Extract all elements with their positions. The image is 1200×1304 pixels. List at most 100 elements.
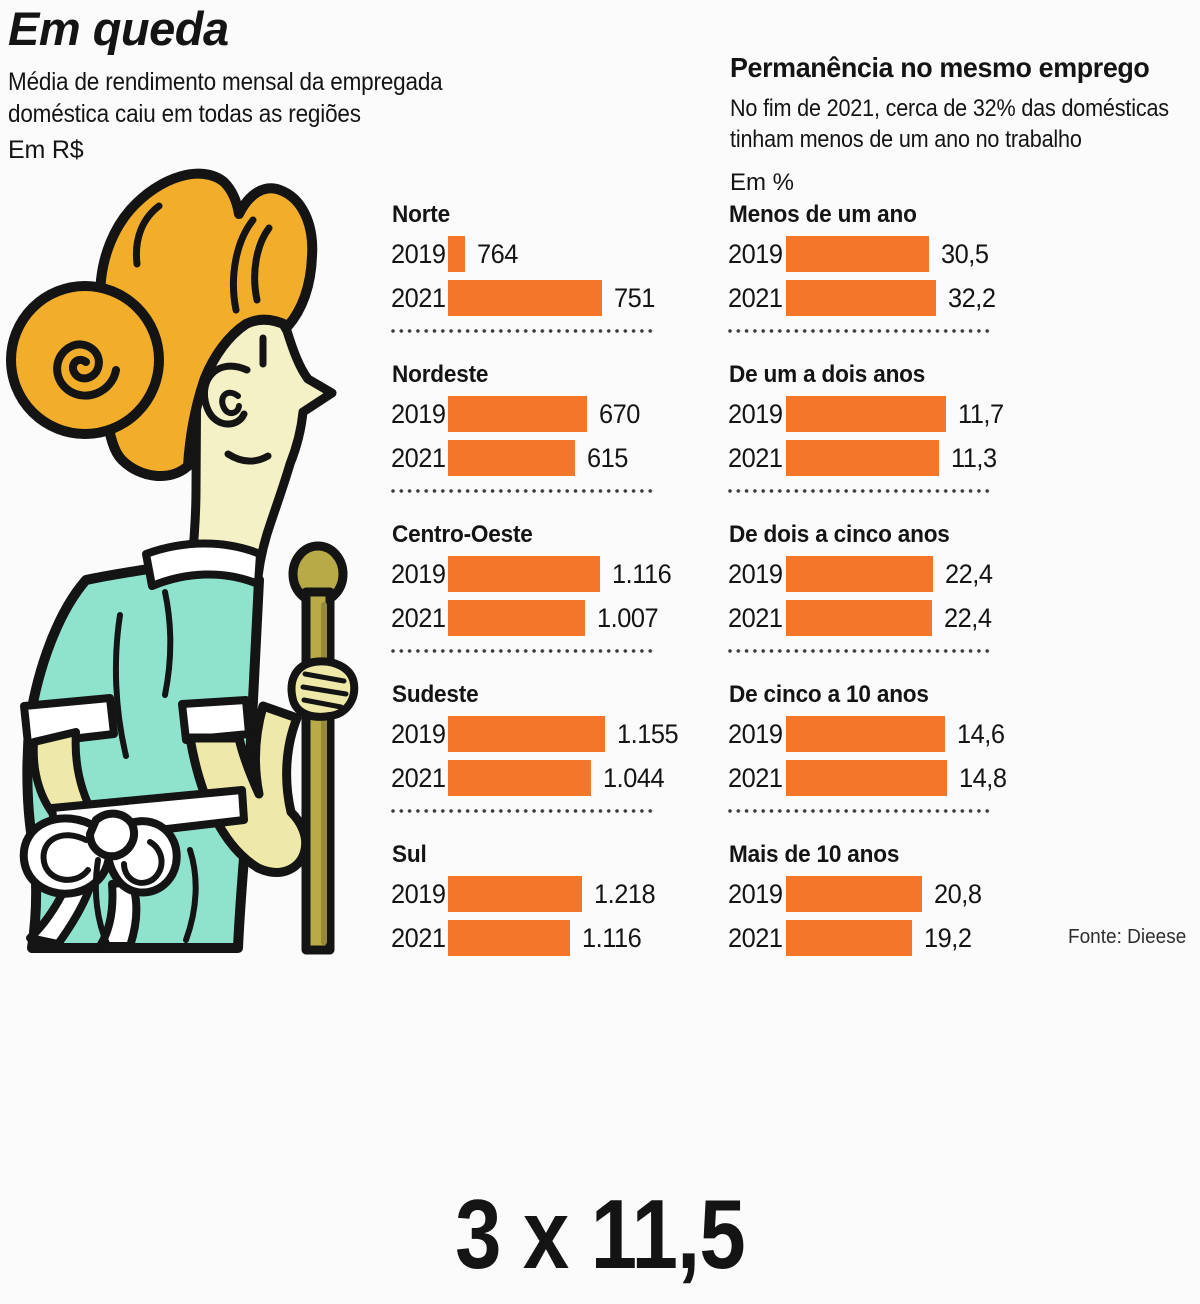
chart-row: 2019 30,5 (728, 236, 993, 272)
value-bar (786, 440, 939, 476)
chart-row: 2021 751 (391, 280, 656, 316)
hair-highlight-right2 (251, 224, 273, 304)
year-label: 2019 (391, 238, 446, 269)
chart-group: Nordeste 2019 670 2021 615 (391, 361, 656, 476)
domestic-worker-illustration (6, 168, 359, 955)
value-bar (786, 280, 936, 316)
value-bar (786, 556, 933, 592)
finger-line-2 (300, 684, 349, 697)
value-bar (786, 920, 912, 956)
year-label: 2021 (728, 602, 783, 633)
chart-income-by-region: Norte 2019 764 2021 751 Nordeste 2019 670 2021 61… (391, 201, 679, 964)
value-bar (448, 716, 605, 752)
apron-bow-knot (86, 809, 138, 861)
group-category-label: Sudeste (392, 681, 479, 708)
group-category-label: Norte (392, 201, 450, 228)
value-label: 751 (614, 282, 655, 313)
year-label: 2021 (391, 602, 446, 633)
group-category-label: Mais de 10 anos (729, 841, 900, 868)
value-label: 764 (477, 238, 518, 269)
dotted-separator (728, 649, 993, 653)
value-label: 30,5 (941, 238, 989, 269)
value-bar (448, 760, 591, 796)
value-label: 1.044 (603, 762, 665, 793)
collar (142, 539, 264, 590)
chart-job-tenure: Menos de um ano 2019 30,5 2021 32,2 De um a d… (728, 201, 1007, 964)
year-label: 2021 (728, 762, 783, 793)
ear (200, 362, 251, 428)
value-bar (786, 600, 932, 636)
value-label: 14,8 (959, 762, 1007, 793)
value-bar (448, 920, 570, 956)
value-bar (786, 396, 946, 432)
chart-row: 2019 11,7 (728, 396, 1004, 432)
value-bar (448, 600, 585, 636)
year-label: 2019 (391, 878, 446, 909)
chart-group: Mais de 10 anos 2019 20,8 2021 19,2 (728, 841, 993, 956)
right-cuff (178, 696, 253, 744)
value-bar (786, 876, 922, 912)
chart-group: Norte 2019 764 2021 751 (391, 201, 656, 316)
hair-highlight-left (132, 202, 163, 268)
group-category-label: Sul (392, 841, 427, 868)
chart-group: Sudeste 2019 1.155 2021 1.044 (391, 681, 679, 796)
chart-row: 2019 1.155 (391, 716, 679, 752)
hair-spiral (53, 340, 120, 400)
chart-row: 2019 670 (391, 396, 656, 432)
value-label: 11,3 (951, 442, 997, 473)
year-label: 2021 (391, 762, 446, 793)
year-label: 2021 (728, 282, 783, 313)
year-label: 2019 (391, 558, 446, 589)
value-label: 11,7 (958, 398, 1004, 429)
year-label: 2019 (728, 718, 783, 749)
size-annotation: 3 x 11,5 (455, 1179, 746, 1289)
chart-row: 2019 20,8 (728, 876, 993, 912)
chart-group: De dois a cinco anos 2019 22,4 2021 22,4 (728, 521, 993, 636)
source-credit: Fonte: Dieese (1068, 926, 1187, 948)
value-label: 615 (587, 442, 628, 473)
dotted-separator (391, 329, 656, 333)
chart-row: 2021 32,2 (728, 280, 996, 316)
skirt-fold-right (183, 847, 199, 943)
chart-row: 2021 14,8 (728, 760, 1007, 796)
finger-line-3 (301, 697, 344, 710)
year-label: 2019 (728, 878, 783, 909)
chart-row: 2019 14,6 (728, 716, 1005, 752)
finger-line-1 (302, 671, 347, 684)
chart-row: 2019 22,4 (728, 556, 993, 592)
value-label: 20,8 (934, 878, 982, 909)
group-category-label: De cinco a 10 anos (729, 681, 929, 708)
chart-row: 2021 1.116 (391, 920, 656, 956)
value-label: 670 (599, 398, 640, 429)
mouth (224, 450, 272, 465)
value-label: 1.155 (617, 718, 679, 749)
dotted-separator (391, 649, 656, 653)
value-label: 32,2 (948, 282, 996, 313)
right-chart-unit: Em % (730, 169, 795, 197)
left-chart-unit: Em R$ (8, 136, 84, 165)
value-label: 19,2 (924, 922, 972, 953)
year-label: 2019 (728, 558, 783, 589)
group-category-label: Nordeste (392, 361, 489, 388)
group-category-label: Menos de um ano (729, 201, 917, 228)
year-label: 2019 (391, 398, 446, 429)
chart-row: 2021 1.044 (391, 760, 665, 796)
chart-row: 2019 1.218 (391, 876, 656, 912)
value-label: 22,4 (944, 602, 992, 633)
chart-row: 2021 22,4 (728, 600, 993, 636)
chart-row: 2021 19,2 (728, 920, 993, 956)
dotted-separator (728, 329, 993, 333)
dotted-separator (728, 489, 993, 493)
chart-group: De cinco a 10 anos 2019 14,6 2021 14,8 (728, 681, 1007, 796)
left-chart-subtitle: Média de rendimento mensal da empregada … (8, 68, 443, 129)
value-label: 1.116 (612, 558, 672, 589)
value-label: 22,4 (945, 558, 993, 589)
dress-back-crease (112, 612, 129, 759)
apron-bow-loop-left-inner (40, 832, 91, 883)
year-label: 2021 (391, 282, 446, 313)
value-label: 1.007 (597, 602, 659, 633)
value-bar (448, 236, 465, 272)
right-arm (185, 701, 311, 877)
hair-highlight-right (230, 216, 257, 314)
